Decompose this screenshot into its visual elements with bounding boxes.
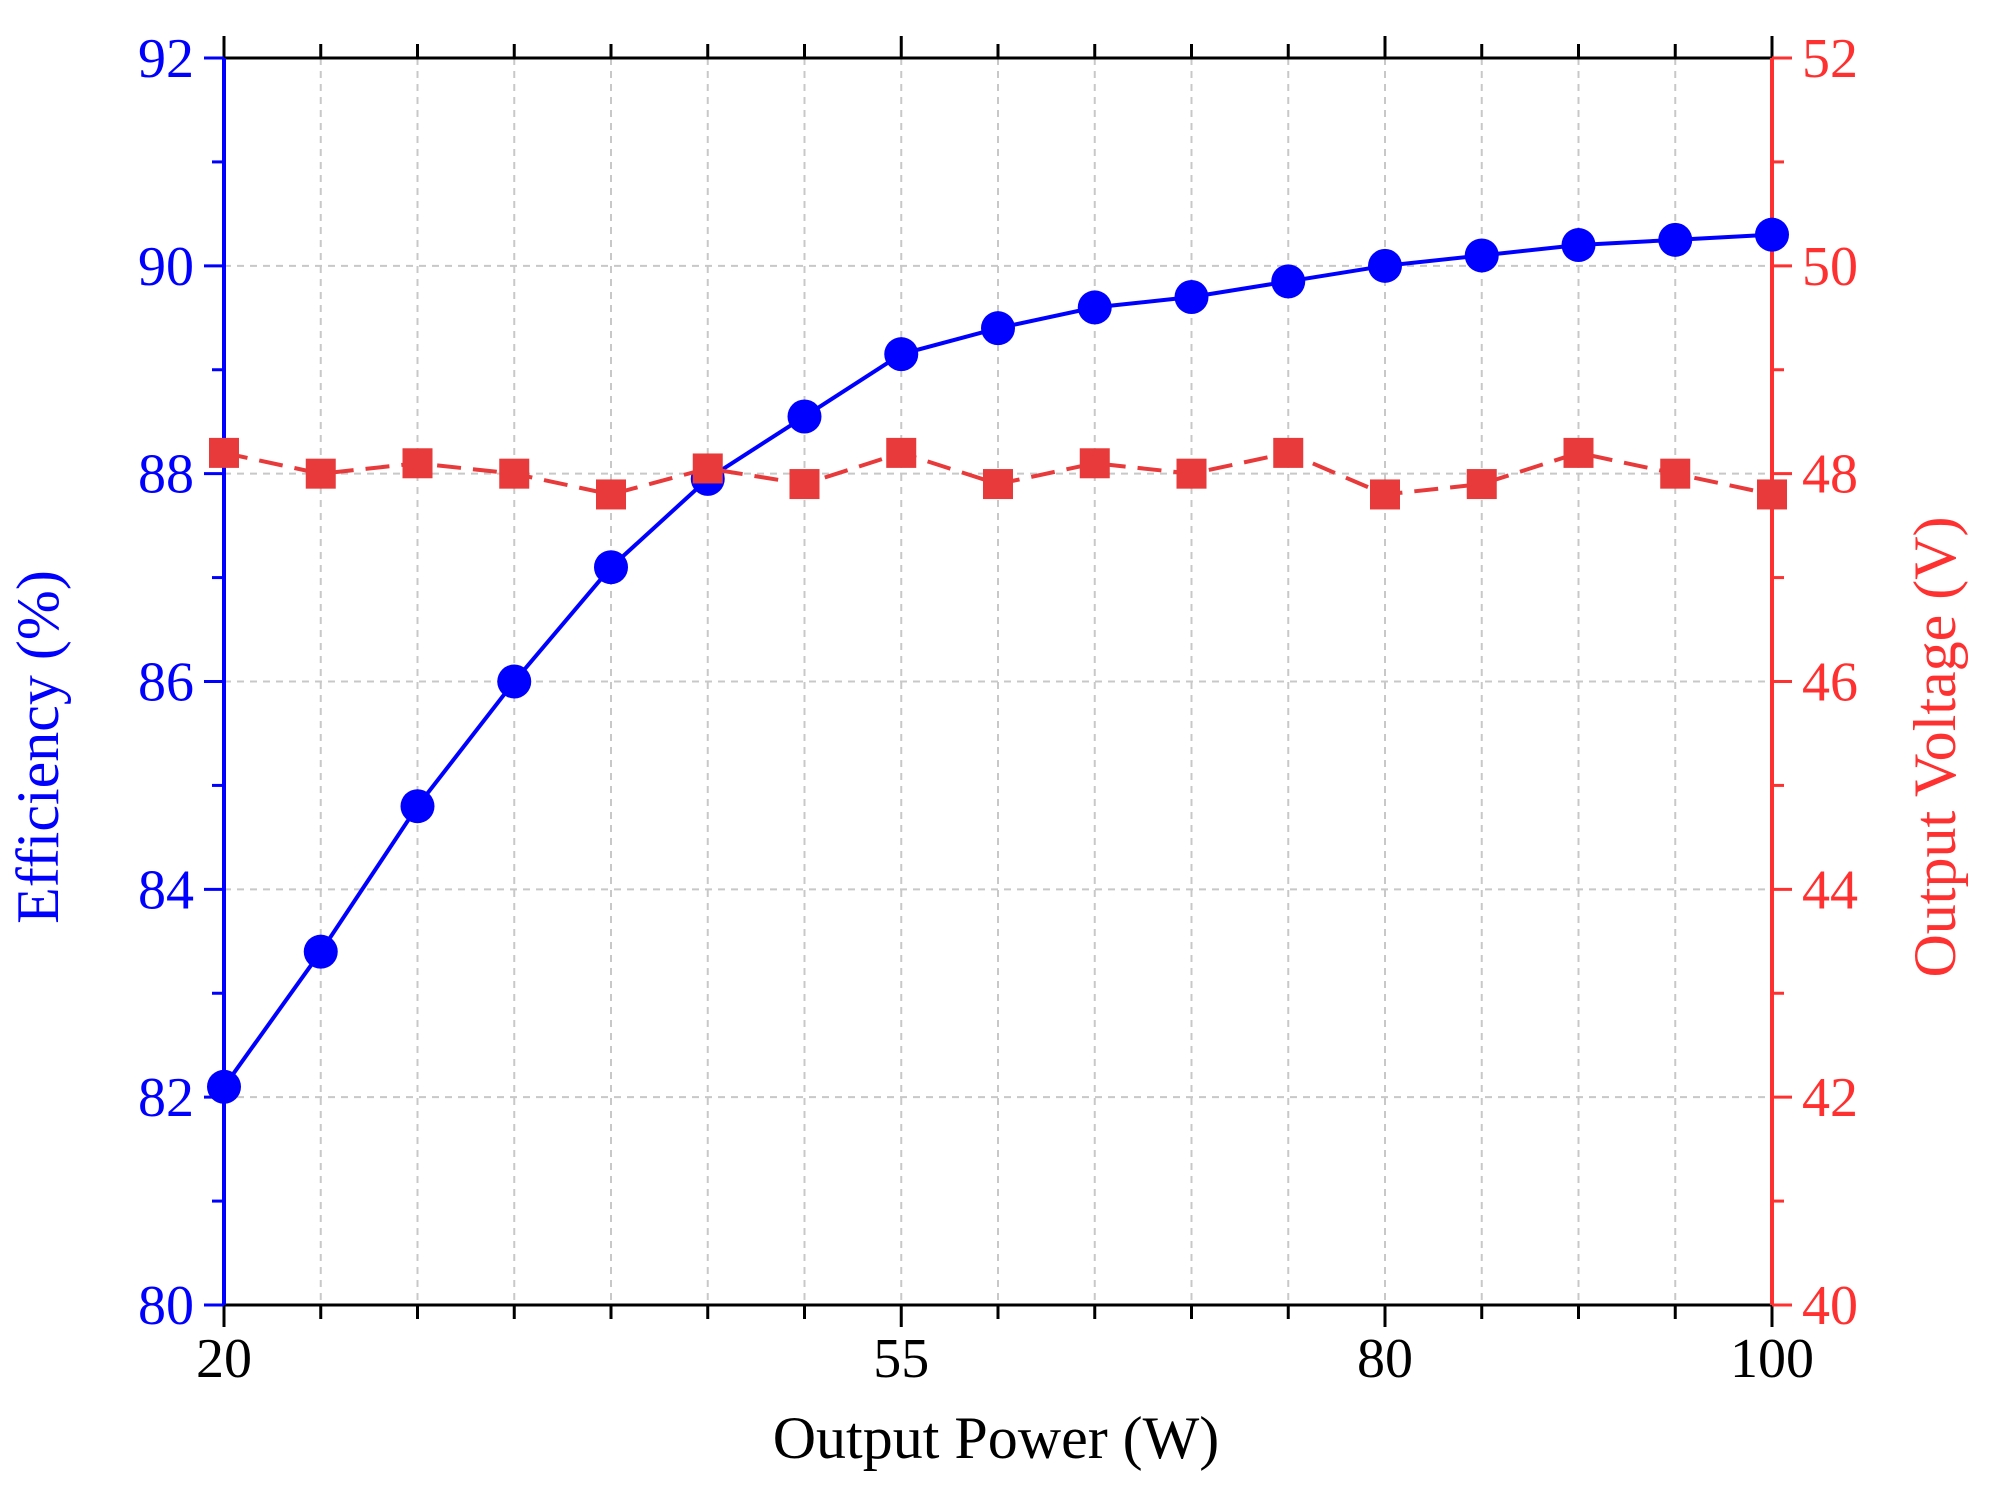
x-tick-label: 100	[1730, 1328, 1814, 1390]
efficiency-point	[594, 550, 628, 585]
left-y-tick-label: 92	[138, 28, 194, 90]
efficiency-point	[1368, 248, 1402, 283]
output-voltage-point	[1176, 458, 1207, 489]
axis-ticks	[204, 36, 1792, 1327]
right-y-tick-label: 44	[1802, 859, 1858, 921]
output-voltage-point	[1660, 458, 1691, 489]
output-voltage-point	[886, 437, 917, 468]
efficiency-point	[1755, 217, 1789, 252]
output-voltage-point	[1466, 469, 1497, 500]
efficiency-point	[884, 337, 919, 372]
output-voltage-point	[789, 469, 820, 500]
left-y-tick-label: 86	[138, 652, 194, 714]
left-y-tick-label: 88	[138, 444, 194, 506]
right-y-tick-label: 52	[1802, 28, 1858, 90]
output-voltage-point	[402, 448, 433, 479]
left-y-tick-label: 80	[138, 1275, 194, 1337]
efficiency-point	[1464, 238, 1499, 273]
efficiency-point	[400, 789, 435, 824]
efficiency-point	[303, 934, 338, 969]
right-y-tick-label: 48	[1802, 444, 1858, 506]
right-y-tick-label: 50	[1802, 236, 1858, 298]
efficiency-point	[207, 1069, 241, 1104]
efficiency-point	[981, 311, 1015, 346]
output-voltage-point	[1757, 479, 1787, 510]
efficiency-point	[1077, 290, 1112, 325]
left-y-tick-label: 84	[138, 859, 194, 921]
right-y-tick-label: 42	[1802, 1067, 1858, 1129]
tick-labels: 20 55 80 100 80 82 84 86 88 90 92 40 42 44 46 48 50 52	[138, 28, 1858, 1390]
right-y-tick-label: 40	[1802, 1275, 1858, 1337]
efficiency-point	[497, 664, 532, 699]
x-tick-label: 20	[196, 1328, 252, 1390]
output-voltage-point	[1273, 437, 1304, 468]
left-y-tick-label: 82	[138, 1067, 194, 1129]
right-y-axis-title: Output Voltage (V)	[1902, 516, 1968, 977]
efficiency-point	[1174, 280, 1209, 315]
grid	[224, 58, 1772, 1305]
output-voltage-point	[596, 479, 626, 510]
left-y-tick-label: 90	[138, 236, 194, 298]
output-voltage-point	[1079, 448, 1110, 479]
output-voltage-point	[209, 437, 239, 468]
output-voltage-point	[983, 469, 1013, 500]
left-y-axis-title: Efficiency (%)	[5, 570, 71, 924]
output-voltage-point	[692, 453, 723, 484]
efficiency-point	[1658, 222, 1693, 257]
output-voltage-point	[499, 458, 530, 489]
efficiency-point	[1561, 228, 1596, 263]
output-voltage-point	[1563, 437, 1594, 468]
x-tick-label: 55	[873, 1328, 929, 1390]
output-voltage-point	[305, 458, 336, 489]
output-voltage-point	[1370, 479, 1400, 510]
efficiency-point	[787, 399, 822, 434]
x-tick-label: 80	[1357, 1328, 1413, 1390]
x-axis-title: Output Power (W)	[773, 1405, 1220, 1471]
series	[207, 217, 1789, 1104]
right-y-tick-label: 46	[1802, 652, 1858, 714]
efficiency-point	[1271, 264, 1306, 299]
